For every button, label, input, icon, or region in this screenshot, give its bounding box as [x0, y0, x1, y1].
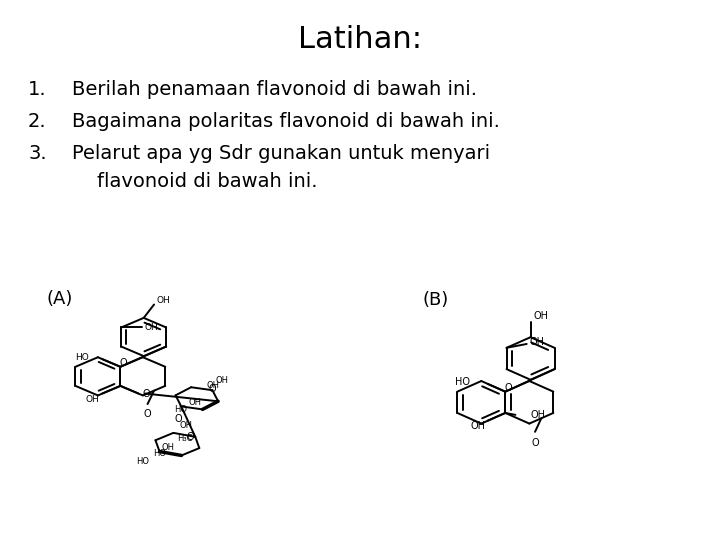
- Text: Berilah penamaan flavonoid di bawah ini.: Berilah penamaan flavonoid di bawah ini.: [72, 80, 477, 99]
- Text: O: O: [144, 409, 151, 419]
- Text: O: O: [531, 437, 539, 448]
- Text: OH: OH: [470, 422, 485, 431]
- Text: HO: HO: [136, 457, 149, 465]
- Text: OH: OH: [533, 311, 548, 321]
- Text: Bagaimana polaritas flavonoid di bawah ini.: Bagaimana polaritas flavonoid di bawah i…: [72, 112, 500, 131]
- Text: OH: OH: [529, 337, 544, 347]
- Text: 1.: 1.: [28, 80, 47, 99]
- Text: HO: HO: [76, 353, 89, 362]
- Text: Latihan:: Latihan:: [298, 25, 422, 54]
- Text: OH: OH: [162, 443, 175, 453]
- Text: OH: OH: [189, 399, 202, 408]
- Text: O: O: [119, 358, 127, 368]
- Text: 2.: 2.: [28, 112, 47, 131]
- Text: HO: HO: [174, 405, 187, 414]
- Text: (A): (A): [46, 291, 73, 308]
- Text: flavonoid di bawah ini.: flavonoid di bawah ini.: [72, 172, 318, 191]
- Text: 3.: 3.: [28, 144, 47, 163]
- Text: HO: HO: [455, 377, 470, 387]
- Text: Pelarut apa yg Sdr gunakan untuk menyari: Pelarut apa yg Sdr gunakan untuk menyari: [72, 144, 490, 163]
- Text: OH: OH: [180, 421, 193, 430]
- Text: O: O: [174, 414, 181, 424]
- Text: O: O: [143, 389, 150, 400]
- Text: OH: OH: [531, 410, 546, 420]
- Text: OH: OH: [207, 381, 220, 390]
- Text: OH: OH: [145, 323, 158, 332]
- Text: OH: OH: [86, 395, 99, 404]
- Text: HO: HO: [153, 449, 166, 458]
- Text: O: O: [209, 384, 216, 394]
- Text: O: O: [504, 383, 512, 393]
- Text: (B): (B): [422, 291, 449, 309]
- Text: H₃C: H₃C: [177, 434, 193, 443]
- Text: OH: OH: [157, 296, 171, 305]
- Text: O: O: [186, 431, 194, 442]
- Text: OH: OH: [215, 376, 228, 385]
